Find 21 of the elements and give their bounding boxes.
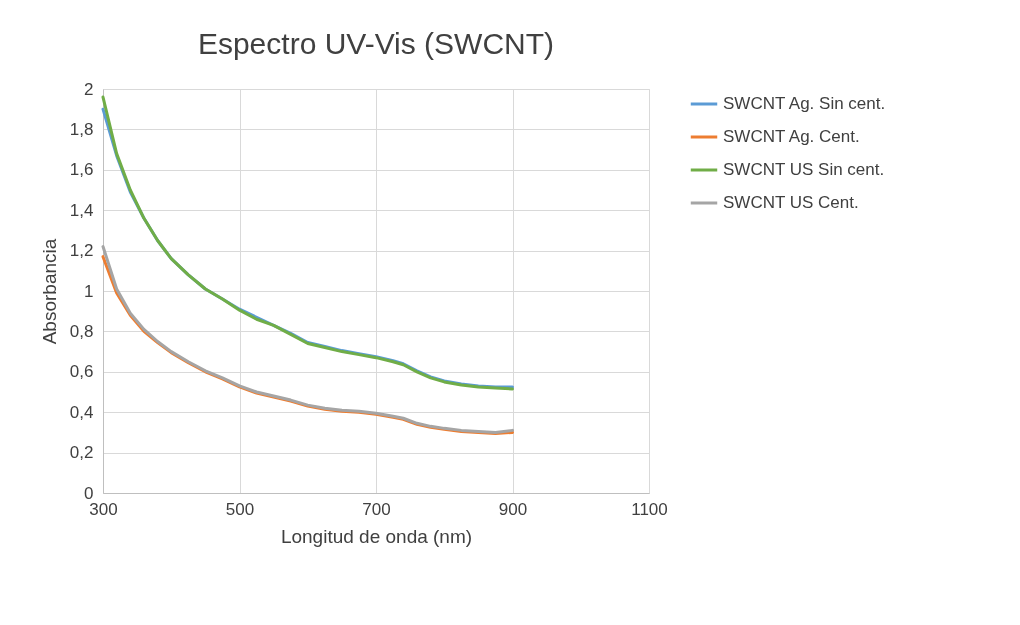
x-tick-label: 900: [498, 499, 528, 519]
y-tick-label: 1,8: [69, 119, 94, 139]
y-tick-label: 0,2: [69, 443, 94, 463]
legend-label: SWCNT Ag. Sin cent.: [723, 94, 886, 113]
y-tick-label: 1,2: [69, 241, 94, 261]
legend-label: SWCNT US Cent.: [723, 193, 859, 212]
x-tick-label: 700: [362, 499, 391, 519]
x-tick-label: 1100: [631, 499, 668, 519]
y-axis-title: Absorbancia: [38, 238, 60, 345]
legend-label: SWCNT Ag. Cent.: [723, 127, 860, 146]
chart-title: Espectro UV-Vis (SWCNT): [197, 27, 555, 60]
y-tick-label: 0,4: [69, 402, 94, 422]
y-tick-label: 2: [84, 79, 94, 99]
y-tick-label: 0,8: [69, 321, 94, 341]
y-tick-label: 0,6: [69, 362, 94, 382]
x-tick-label: 500: [225, 499, 255, 519]
y-tick-label: 1: [84, 281, 94, 301]
y-tick-label: 1,4: [69, 200, 94, 220]
y-tick-label: 1,6: [69, 160, 94, 180]
x-axis-title: Longitud de onda (nm): [280, 525, 473, 547]
legend-label: SWCNT US Sin cent.: [723, 160, 885, 179]
